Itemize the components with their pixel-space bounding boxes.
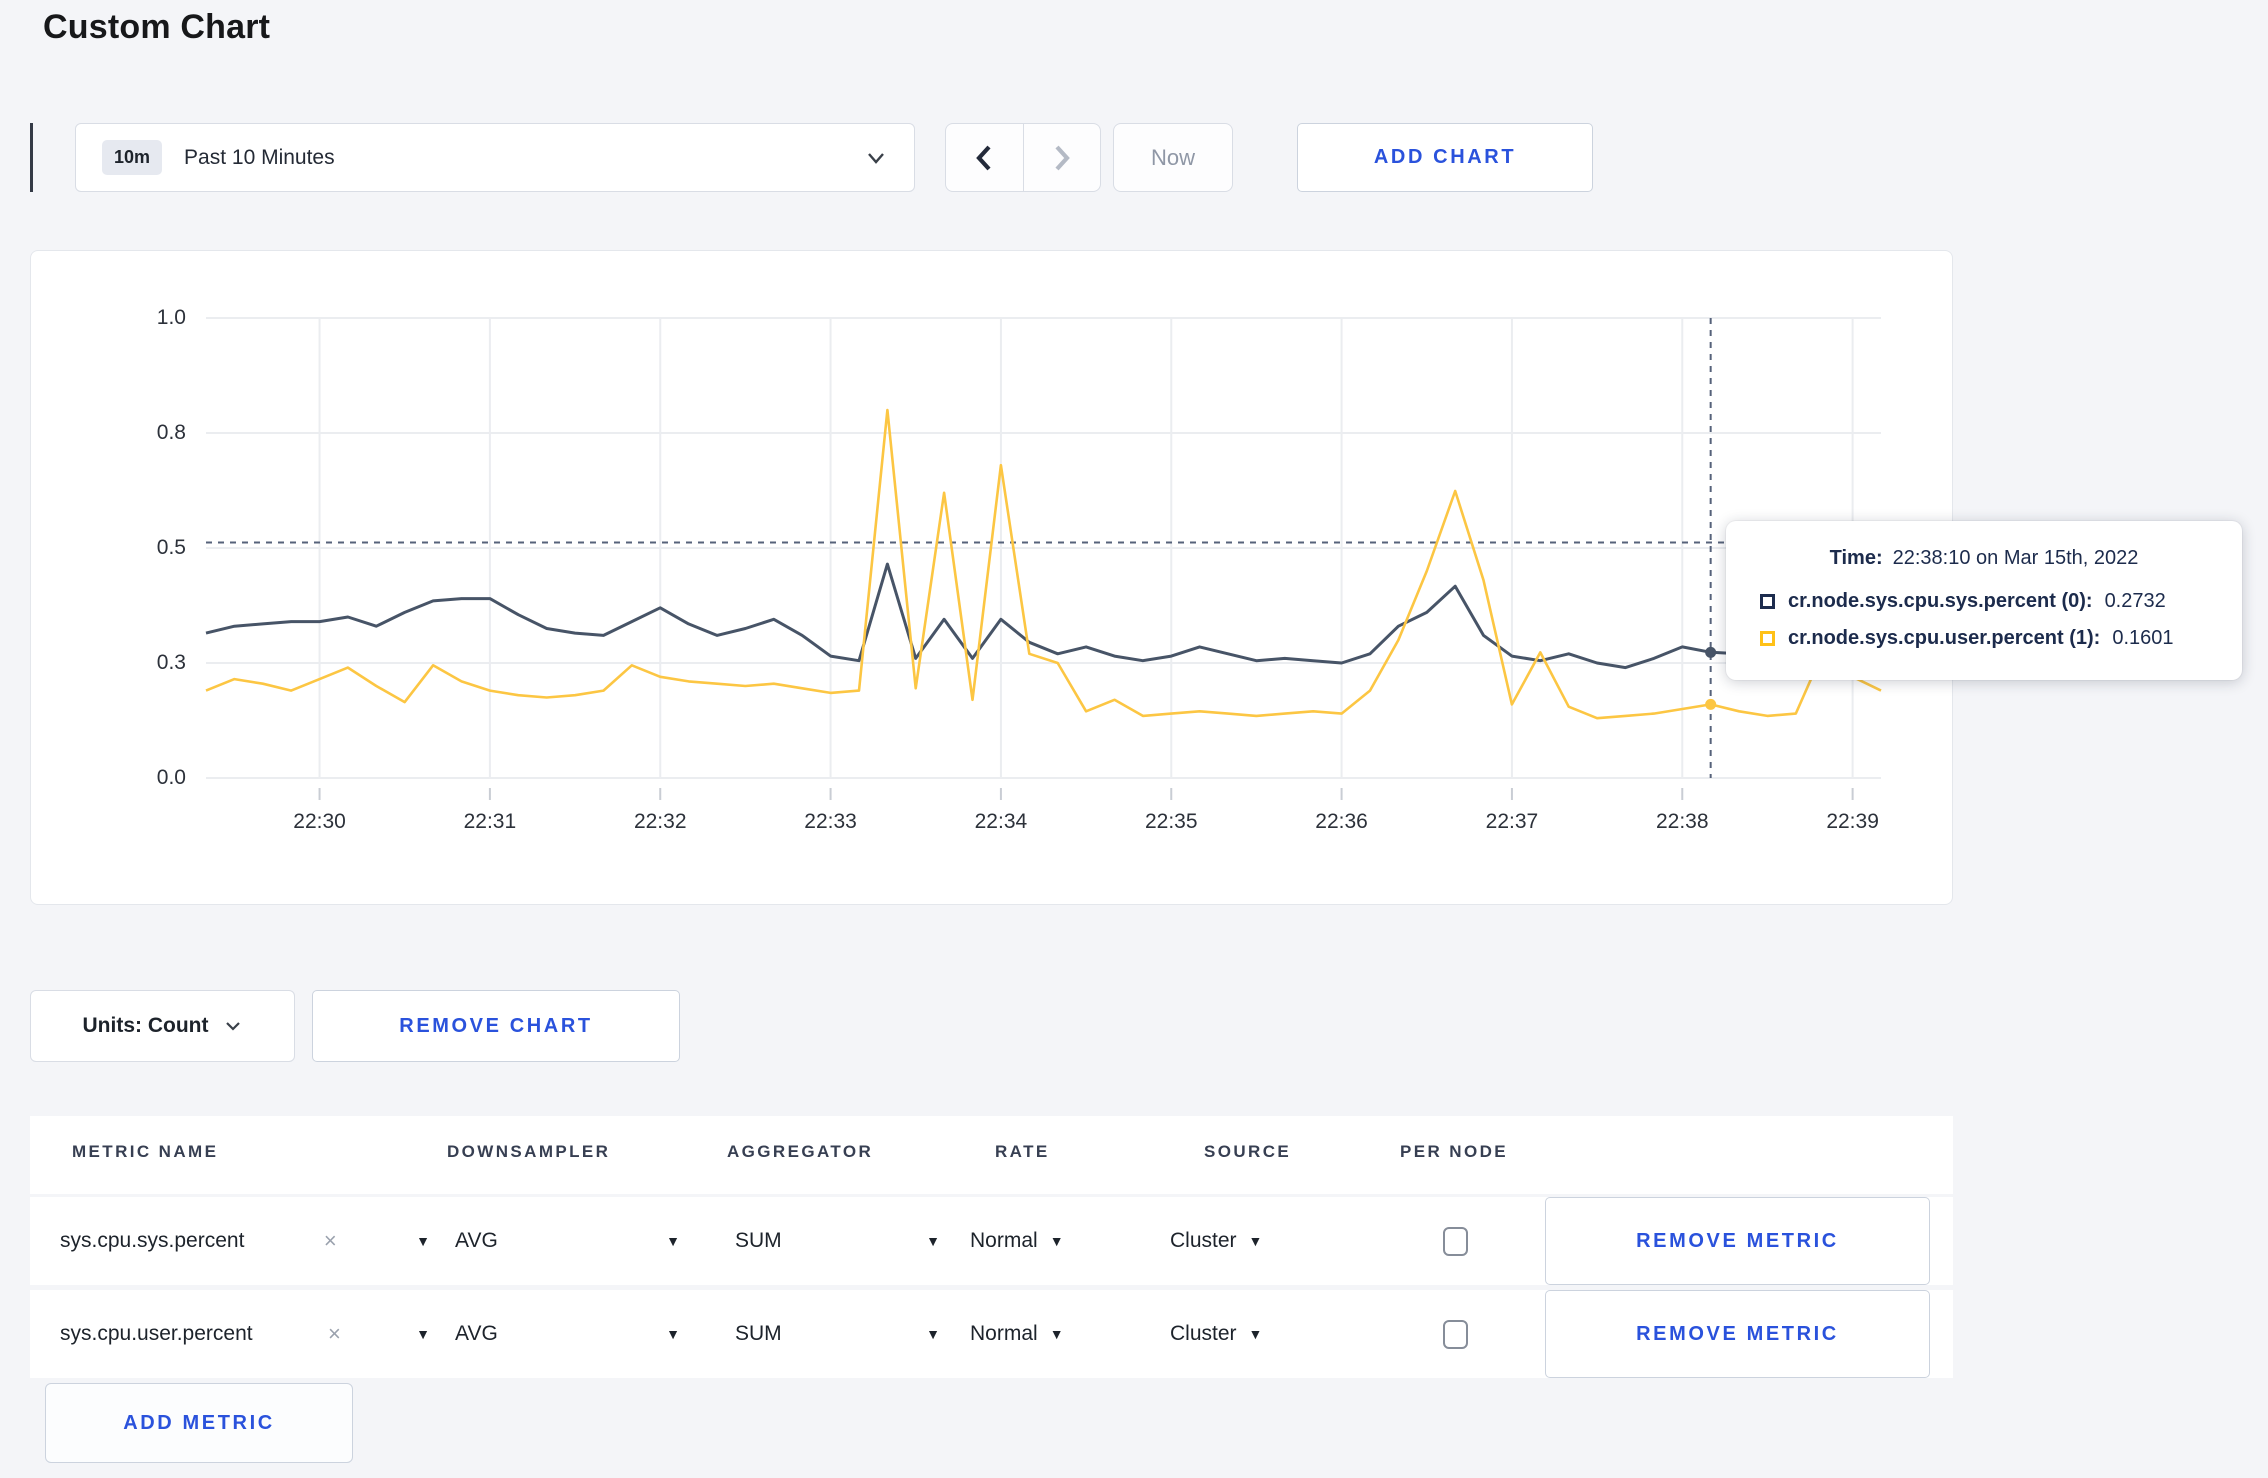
metric-clear-icon[interactable]: × bbox=[327, 1321, 341, 1346]
x-axis-label: 22:36 bbox=[1315, 810, 1368, 833]
x-axis-label: 22:30 bbox=[293, 810, 346, 833]
downsampler-select[interactable]: AVG ▼ bbox=[455, 1197, 680, 1285]
time-nav-group bbox=[945, 123, 1101, 192]
downsampler-value: AVG bbox=[455, 1322, 498, 1345]
time-range-badge: 10m bbox=[102, 140, 163, 175]
downsampler-select[interactable]: AVG ▼ bbox=[455, 1290, 680, 1378]
tooltip-series-value: 0.2732 bbox=[2104, 590, 2166, 612]
per-node-checkbox[interactable] bbox=[1442, 1226, 1468, 1256]
caret-down-icon: ▼ bbox=[1248, 1326, 1263, 1342]
x-axis-label: 22:31 bbox=[463, 810, 517, 833]
caret-down-icon: ▼ bbox=[926, 1326, 940, 1342]
x-axis-label: 22:33 bbox=[804, 810, 857, 833]
per-node-checkbox[interactable] bbox=[1442, 1319, 1468, 1349]
per-node-cell bbox=[1425, 1290, 1485, 1378]
now-button[interactable]: Now bbox=[1113, 123, 1233, 192]
rate-value: Normal bbox=[970, 1322, 1038, 1345]
source-select[interactable]: Cluster ▼ bbox=[1170, 1197, 1262, 1285]
y-axis-label: 0.5 bbox=[156, 536, 186, 559]
x-axis-label: 22:39 bbox=[1826, 810, 1879, 833]
aggregator-value: SUM bbox=[735, 1229, 782, 1252]
add-chart-button[interactable]: ADD CHART bbox=[1297, 123, 1593, 192]
tooltip-series-value: 0.1601 bbox=[2112, 627, 2174, 649]
tooltip-series-label: cr.node.sys.cpu.sys.percent (0): bbox=[1788, 590, 2093, 612]
x-axis-label: 22:35 bbox=[1144, 810, 1198, 833]
downsampler-value: AVG bbox=[455, 1229, 498, 1252]
units-label: Units: Count bbox=[82, 1014, 209, 1037]
column-header-aggregator: AGGREGATOR bbox=[727, 1142, 874, 1161]
units-select[interactable]: Units: Count bbox=[30, 990, 295, 1062]
chart-panel: 0.0 0.3 0.5 0.8 1.0 22:30 22:31 22:32 22:33 22:3… bbox=[30, 250, 2242, 906]
caret-down-icon: ▼ bbox=[1049, 1326, 1064, 1342]
series-swatch-icon bbox=[1760, 594, 1775, 609]
tooltip-series-row: cr.node.sys.cpu.user.percent (1): 0.1601 bbox=[1760, 627, 2208, 650]
metrics-table-header: METRIC NAME DOWNSAMPLER AGGREGATOR RATE SOUR… bbox=[30, 1116, 1953, 1194]
remove-chart-button[interactable]: REMOVE CHART bbox=[312, 990, 680, 1062]
caret-down-icon: ▼ bbox=[666, 1233, 680, 1249]
series-line-1 bbox=[205, 408, 1882, 720]
caret-down-icon: ▼ bbox=[926, 1233, 940, 1249]
column-header-per-node: PER NODE bbox=[1400, 1142, 1508, 1161]
aggregator-select[interactable]: SUM ▼ bbox=[735, 1290, 940, 1378]
tooltip-time-value: 22:38:10 on Mar 15th, 2022 bbox=[1892, 547, 2139, 569]
crosshair-marker-1 bbox=[1705, 698, 1717, 710]
tooltip-series-label: cr.node.sys.cpu.user.percent (1): bbox=[1788, 627, 2101, 649]
remove-metric-button[interactable]: REMOVE METRIC bbox=[1545, 1197, 1930, 1285]
crosshair-marker-0 bbox=[1705, 646, 1717, 658]
metric-name-select[interactable]: sys.cpu.user.percent × ▼ bbox=[60, 1290, 430, 1378]
caret-down-icon: ▼ bbox=[416, 1326, 430, 1342]
caret-down-icon: ▼ bbox=[666, 1326, 680, 1342]
y-axis-label: 1.0 bbox=[156, 306, 186, 329]
time-range-label: Past 10 Minutes bbox=[184, 145, 335, 169]
rate-value: Normal bbox=[970, 1229, 1038, 1252]
tooltip-time: Time: 22:38:10 on Mar 15th, 2022 bbox=[1760, 547, 2208, 570]
tooltip-time-label: Time: bbox=[1829, 547, 1883, 569]
series-swatch-icon bbox=[1760, 631, 1775, 646]
source-value: Cluster bbox=[1170, 1229, 1237, 1252]
caret-down-icon: ▼ bbox=[1049, 1233, 1064, 1249]
chevron-down-icon bbox=[868, 152, 884, 164]
y-axis-label: 0.8 bbox=[156, 421, 186, 444]
column-header-rate: RATE bbox=[995, 1142, 1050, 1161]
toolbar-divider bbox=[30, 123, 33, 192]
caret-down-icon: ▼ bbox=[416, 1233, 430, 1249]
source-value: Cluster bbox=[1170, 1322, 1237, 1345]
toolbar: 10m Past 10 Minutes Now ADD CHART bbox=[0, 123, 2268, 192]
y-axis-label: 0.0 bbox=[156, 766, 186, 789]
x-axis-label: 22:38 bbox=[1655, 810, 1709, 833]
tooltip-series-row: cr.node.sys.cpu.sys.percent (0): 0.2732 bbox=[1760, 590, 2208, 613]
chart-plot[interactable] bbox=[31, 251, 1954, 906]
page-title: Custom Chart bbox=[43, 8, 271, 46]
aggregator-value: SUM bbox=[735, 1322, 782, 1345]
metric-clear-icon[interactable]: × bbox=[323, 1228, 337, 1253]
column-header-source: SOURCE bbox=[1204, 1142, 1292, 1161]
column-header-metric-name: METRIC NAME bbox=[72, 1142, 219, 1161]
chart-tooltip: Time: 22:38:10 on Mar 15th, 2022 cr.node.… bbox=[1726, 521, 2242, 680]
time-range-select[interactable]: 10m Past 10 Minutes bbox=[75, 123, 915, 192]
remove-metric-button[interactable]: REMOVE METRIC bbox=[1545, 1290, 1930, 1378]
metric-name-select[interactable]: sys.cpu.sys.percent × ▼ bbox=[60, 1197, 430, 1285]
metric-name-value: sys.cpu.sys.percent bbox=[60, 1229, 245, 1252]
chevron-right-icon bbox=[1055, 145, 1070, 170]
add-metric-button[interactable]: ADD METRIC bbox=[45, 1383, 353, 1463]
caret-down-icon: ▼ bbox=[1248, 1233, 1263, 1249]
chevron-left-icon bbox=[976, 145, 991, 170]
column-header-downsampler: DOWNSAMPLER bbox=[447, 1142, 611, 1161]
source-select[interactable]: Cluster ▼ bbox=[1170, 1290, 1262, 1378]
per-node-cell bbox=[1425, 1197, 1485, 1285]
x-axis-label: 22:37 bbox=[1485, 810, 1539, 833]
metric-row-1: sys.cpu.user.percent × ▼ AVG ▼ SUM ▼ Normal ▼ Clu… bbox=[30, 1290, 1953, 1378]
next-time-button[interactable] bbox=[1022, 124, 1101, 191]
y-axis-label: 0.3 bbox=[156, 651, 186, 674]
rate-select[interactable]: Normal ▼ bbox=[970, 1290, 1064, 1378]
metric-row-0: sys.cpu.sys.percent × ▼ AVG ▼ SUM ▼ Normal ▼ Clus… bbox=[30, 1197, 1953, 1285]
x-axis-label: 22:34 bbox=[974, 810, 1028, 833]
x-axis-label: 22:32 bbox=[633, 810, 687, 833]
chevron-down-icon bbox=[226, 1022, 241, 1031]
prev-time-button[interactable] bbox=[946, 124, 1023, 191]
metric-name-value: sys.cpu.user.percent bbox=[60, 1322, 253, 1345]
rate-select[interactable]: Normal ▼ bbox=[970, 1197, 1064, 1285]
series-line-0 bbox=[205, 562, 1882, 670]
aggregator-select[interactable]: SUM ▼ bbox=[735, 1197, 940, 1285]
